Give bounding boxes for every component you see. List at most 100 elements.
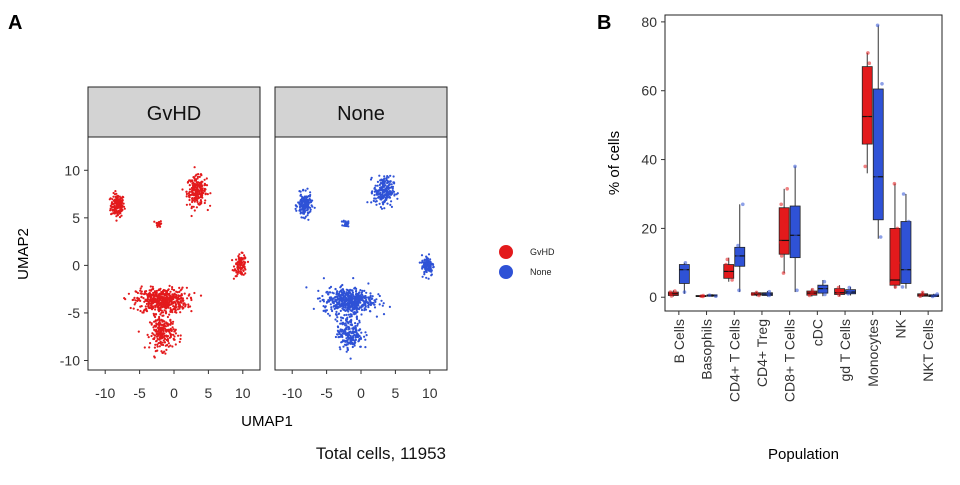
cell-point bbox=[375, 193, 378, 196]
cell-point bbox=[153, 220, 156, 223]
cell-point bbox=[206, 208, 209, 212]
cell-point bbox=[326, 290, 329, 293]
cell-point bbox=[358, 295, 361, 298]
cell-point bbox=[430, 273, 433, 276]
cell-point bbox=[120, 214, 123, 217]
cell-point bbox=[144, 292, 148, 295]
cell-point bbox=[157, 342, 160, 345]
box-none bbox=[872, 23, 884, 239]
cell-point bbox=[167, 297, 170, 300]
cell-point bbox=[343, 339, 346, 342]
cell-point bbox=[173, 293, 177, 296]
cell-point bbox=[196, 175, 200, 178]
cell-point bbox=[345, 337, 348, 340]
cell-point bbox=[295, 209, 298, 212]
cell-point bbox=[308, 201, 311, 204]
cell-point bbox=[168, 313, 171, 316]
cell-point bbox=[383, 207, 386, 210]
cell-point bbox=[379, 186, 383, 190]
cell-point bbox=[350, 323, 353, 326]
cell-point bbox=[167, 323, 170, 326]
cell-point bbox=[119, 197, 122, 200]
cell-point bbox=[165, 334, 168, 337]
cell-point bbox=[152, 296, 155, 299]
cell-point bbox=[344, 294, 347, 297]
x-tick-label: cDC bbox=[809, 319, 825, 346]
cell-point bbox=[343, 343, 347, 346]
x-tick-label: Monocytes bbox=[865, 319, 881, 387]
cell-point bbox=[341, 316, 344, 319]
cell-point bbox=[195, 186, 198, 189]
data-point bbox=[880, 82, 884, 86]
cell-point bbox=[196, 200, 199, 204]
cell-point bbox=[154, 305, 157, 309]
cell-point bbox=[160, 326, 163, 329]
cell-point bbox=[336, 333, 339, 336]
cell-point bbox=[373, 187, 376, 190]
cell-point bbox=[336, 290, 339, 293]
data-point bbox=[874, 175, 879, 179]
cell-point bbox=[352, 339, 355, 342]
cell-point bbox=[367, 296, 370, 299]
cell-point bbox=[244, 272, 247, 275]
x-tick-label: 10 bbox=[235, 385, 251, 401]
cell-point bbox=[342, 345, 345, 348]
cell-point bbox=[309, 191, 312, 194]
cell-point bbox=[365, 334, 368, 337]
cell-point bbox=[354, 322, 357, 325]
cell-point bbox=[237, 260, 240, 263]
cell-point bbox=[390, 205, 393, 208]
cell-point bbox=[373, 197, 376, 200]
cell-point bbox=[425, 270, 428, 273]
panel-b-letter: B bbox=[597, 12, 611, 34]
cell-point bbox=[389, 203, 392, 206]
cell-point bbox=[174, 310, 177, 314]
cell-point bbox=[299, 200, 302, 203]
data-point bbox=[767, 289, 772, 294]
data-point bbox=[895, 226, 900, 231]
cell-point bbox=[307, 218, 310, 221]
cell-point bbox=[109, 209, 112, 212]
cell-point bbox=[145, 308, 148, 311]
cell-point bbox=[237, 269, 240, 273]
cell-point bbox=[163, 289, 166, 292]
cell-point bbox=[116, 211, 119, 214]
cell-point bbox=[177, 295, 180, 298]
cell-point bbox=[334, 335, 337, 339]
cell-point bbox=[307, 204, 310, 207]
facet-label: GvHD bbox=[147, 103, 201, 125]
cell-point bbox=[339, 286, 342, 289]
cell-point bbox=[147, 292, 150, 295]
cell-point bbox=[393, 193, 396, 196]
y-tick-label: 0 bbox=[72, 257, 80, 273]
cell-point bbox=[348, 337, 351, 340]
cell-point bbox=[204, 199, 207, 202]
cell-point bbox=[351, 297, 354, 300]
x-tick-label: CD8+ T Cells bbox=[782, 319, 798, 402]
cell-point bbox=[359, 297, 362, 300]
cell-point bbox=[382, 178, 385, 181]
cell-point bbox=[171, 286, 174, 289]
cell-point bbox=[372, 199, 375, 202]
cell-point bbox=[160, 343, 163, 346]
cell-point bbox=[123, 207, 126, 210]
cell-point bbox=[162, 311, 165, 314]
cell-point bbox=[425, 262, 428, 266]
cell-point bbox=[199, 199, 202, 202]
cell-point bbox=[316, 297, 320, 300]
cell-point bbox=[187, 194, 190, 197]
cell-point bbox=[241, 258, 244, 261]
cell-point bbox=[345, 222, 348, 225]
cell-point bbox=[132, 307, 135, 310]
cell-point bbox=[360, 331, 363, 334]
cell-point bbox=[113, 193, 117, 196]
cell-point bbox=[188, 293, 191, 296]
cell-point bbox=[352, 277, 355, 280]
box-gvhd bbox=[778, 187, 790, 275]
cell-point bbox=[322, 309, 325, 312]
cell-point bbox=[341, 307, 344, 310]
cell-point bbox=[173, 335, 176, 338]
data-point bbox=[730, 278, 734, 282]
cell-point bbox=[243, 267, 246, 270]
x-tick-label: CD4+ Treg bbox=[754, 319, 770, 387]
